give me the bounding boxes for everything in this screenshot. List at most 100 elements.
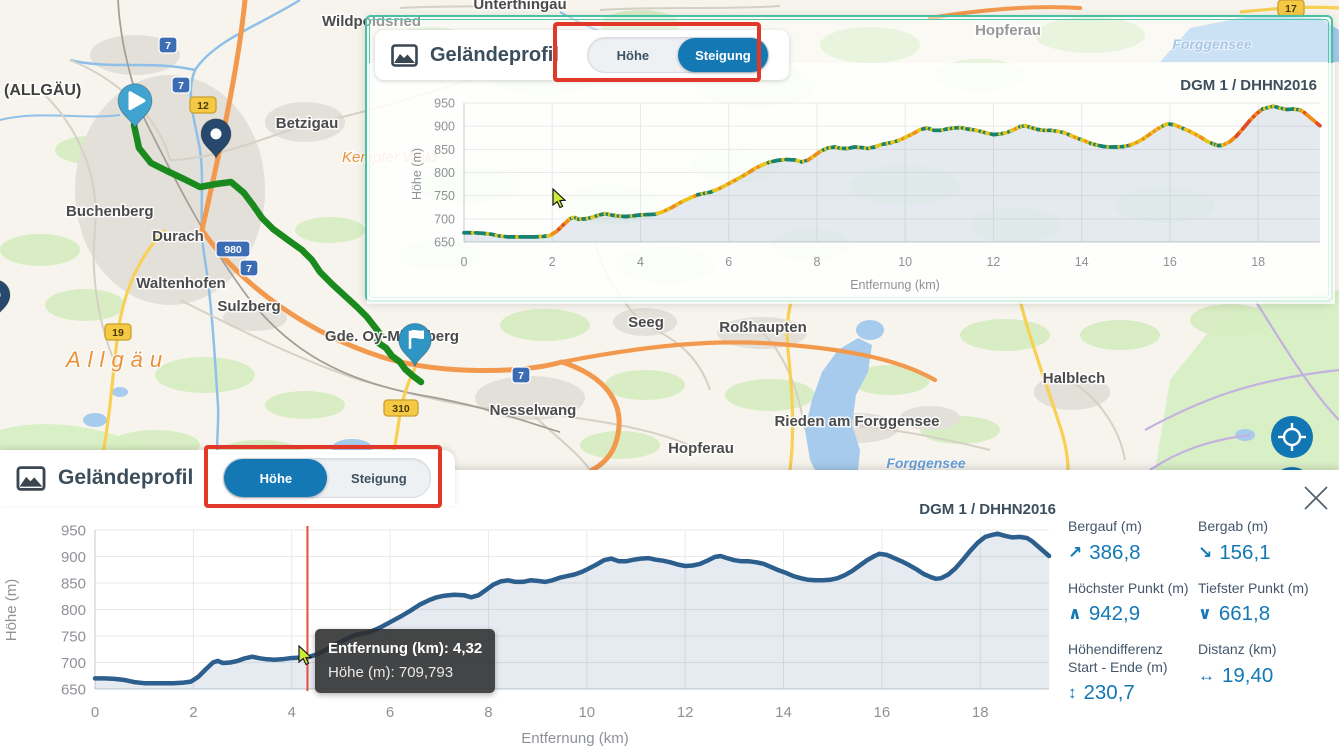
svg-text:750: 750	[434, 189, 455, 203]
svg-text:7: 7	[518, 370, 524, 382]
start-marker[interactable]	[117, 83, 153, 130]
overlay-panel-header: Geländeprofil Höhe Steigung	[375, 30, 789, 80]
map-place-label: Halblech	[1043, 370, 1106, 387]
route-polyline	[130, 121, 425, 386]
svg-text:19: 19	[112, 327, 124, 339]
road-shield: 17	[1277, 0, 1305, 17]
svg-text:310: 310	[392, 403, 410, 415]
terrain-profile-icon	[16, 465, 46, 491]
terrain-profile-icon	[391, 43, 418, 67]
map-place-label: (ALLGÄU)	[4, 81, 81, 99]
route-statistics: Bergauf (m) ↗ 386,8 Bergab (m) ↘ 156,1 Höc…	[1068, 518, 1322, 720]
x-axis-title: Entfernung (km)	[850, 278, 940, 292]
stat-bergab: Bergab (m) ↘ 156,1	[1198, 518, 1271, 564]
elevation-model-label: DGM 1 / DHHN2016	[1180, 77, 1317, 94]
hoehe-toggle-button[interactable]: Höhe	[224, 459, 328, 497]
chart-tooltip: Entfernung (km): 4,32 Höhe (m): 709,793	[315, 629, 496, 693]
waypoint-dot-icon	[0, 292, 1, 298]
downhill-arrow-icon: ↘	[1198, 542, 1213, 562]
road-shield: 980	[215, 240, 251, 258]
elevation-panel-header: Geländeprofil Höhe Steigung	[0, 450, 456, 506]
svg-text:8: 8	[813, 255, 820, 269]
svg-text:800: 800	[434, 166, 455, 180]
distance-icon: ↔	[1198, 665, 1215, 685]
svg-text:900: 900	[434, 120, 455, 134]
map-place-label: Sulzberg	[217, 298, 280, 315]
svg-text:17: 17	[1285, 3, 1297, 15]
map-place-label: Unterthingau	[473, 0, 566, 13]
svg-text:12: 12	[197, 100, 209, 112]
elevation-overlay-panel: 0 2 4 6 8 10 12 14 16 18 650 700 750 800 850 900 950 Höhe…	[365, 15, 1335, 304]
stat-tiefster-punkt: Tiefster Punkt (m) ∨ 661,8	[1198, 579, 1309, 626]
profile-mode-toggle: Höhe Steigung	[586, 37, 769, 73]
road-shield: 7	[171, 76, 191, 94]
map-place-label: Hopferau	[975, 22, 1041, 39]
waypoint-clipped-marker[interactable]	[0, 280, 11, 319]
route-line	[130, 121, 425, 386]
map-place-label: Rieden am Forggensee	[774, 413, 939, 430]
stat-hoehendifferenz: Höhendifferenz Start - Ende (m) ↕ 230,7	[1068, 641, 1168, 704]
steigung-toggle-button[interactable]: Steigung	[351, 470, 407, 486]
svg-text:0: 0	[461, 255, 468, 269]
svg-text:2: 2	[549, 255, 556, 269]
peak-up-icon: ∧	[1068, 604, 1082, 623]
svg-text:7: 7	[165, 40, 171, 52]
svg-text:6: 6	[725, 255, 732, 269]
svg-text:10: 10	[898, 255, 912, 269]
uphill-arrow-icon: ↗	[1068, 542, 1083, 562]
map-place-label: Roßhaupten	[719, 319, 807, 336]
map-place-label: Waltenhofen	[136, 275, 225, 292]
tooltip-elevation: Höhe (m): 709,793	[328, 664, 454, 681]
close-icon[interactable]	[1301, 483, 1331, 513]
stat-distanz: Distanz (km) ↔ 19,40	[1198, 641, 1277, 687]
svg-text:12: 12	[986, 255, 1000, 269]
hoehe-toggle-button[interactable]: Höhe	[616, 47, 650, 63]
svg-text:4: 4	[637, 255, 644, 269]
road-shield: 7	[511, 366, 531, 384]
map-markers	[0, 83, 432, 368]
svg-text:700: 700	[434, 212, 455, 226]
y-axis-title: Höhe (m)	[410, 148, 424, 200]
map-place-label: Buchenberg	[66, 203, 154, 220]
profile-mode-toggle: Höhe Steigung	[223, 458, 432, 498]
stat-hoechster-punkt: Höchster Punkt (m) ∧ 942,9	[1068, 579, 1189, 626]
svg-text:7: 7	[178, 80, 184, 92]
end-marker[interactable]	[398, 323, 432, 368]
tooltip-distance: Entfernung (km): 4,32	[328, 640, 483, 657]
svg-text:14: 14	[1075, 255, 1089, 269]
svg-text:950: 950	[434, 97, 455, 111]
valley-down-icon: ∨	[1198, 604, 1212, 623]
svg-text:980: 980	[224, 244, 242, 256]
steigung-toggle-button[interactable]: Steigung	[677, 38, 768, 72]
map-place-label: Durach	[152, 228, 204, 245]
map-place-label: Nesselwang	[490, 402, 577, 419]
road-shield: 7	[158, 36, 178, 54]
stat-bergauf: Bergauf (m) ↗ 386,8	[1068, 518, 1142, 564]
map-place-label: Forggensee	[886, 455, 966, 471]
gradient-chart[interactable]: 0 2 4 6 8 10 12 14 16 18 650 700 750 800 850 900 950 Höhe…	[367, 17, 1335, 304]
road-shield: 19	[104, 323, 132, 341]
road-shield: 12	[189, 96, 217, 114]
road-shield: 7	[239, 259, 259, 277]
svg-text:850: 850	[434, 143, 455, 157]
map-place-label: Betzigau	[276, 115, 339, 132]
map-place-label: Seeg	[628, 314, 664, 331]
waypoint-dot-icon	[210, 128, 222, 140]
map-place-label: Allgäu	[64, 347, 169, 372]
map-place-label: Gde. Oy-Mittelberg	[325, 328, 459, 345]
svg-text:16: 16	[1163, 255, 1177, 269]
map-place-label: Forggensee	[1172, 36, 1252, 52]
svg-text:18: 18	[1251, 255, 1265, 269]
map-place-label: Hopferau	[668, 440, 734, 457]
road-shield: 310	[383, 399, 419, 417]
height-difference-icon: ↕	[1068, 683, 1077, 702]
overlay-panel-title: Geländeprofil	[430, 43, 559, 66]
waypoint-marker[interactable]	[200, 118, 232, 160]
svg-text:650: 650	[434, 235, 455, 249]
play-icon	[128, 91, 146, 111]
locate-button[interactable]	[1271, 416, 1313, 458]
elevation-model-label: DGM 1 / DHHN2016	[919, 501, 1056, 518]
svg-text:7: 7	[246, 263, 252, 275]
elevation-panel-title: Geländeprofil	[58, 466, 194, 489]
